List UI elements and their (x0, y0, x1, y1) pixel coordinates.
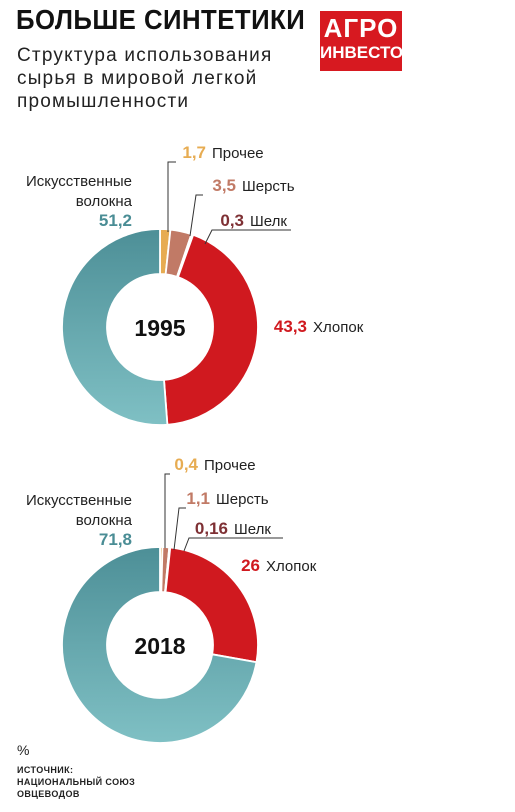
value-label-2018-4: 71,8 (99, 530, 132, 549)
value-label-2018-1: 1,1 (186, 489, 210, 508)
value-label-1995-2: 0,3 (220, 211, 244, 230)
value-label-1995-3: 43,3 (274, 317, 307, 336)
value-label-2018-0: 0,4 (174, 455, 198, 474)
donut-slice-1995-4 (61, 228, 169, 426)
leader-line-2018-2 (183, 537, 283, 552)
leader-line-1995-2 (204, 229, 291, 245)
category-label-2018-4-1: волокна (76, 512, 133, 529)
chart-title: БОЛЬШЕ СИНТЕТИКИ (16, 4, 306, 35)
leader-line-2018-0 (164, 473, 170, 548)
value-label-1995-0: 1,7 (182, 143, 206, 162)
leader-line-2018-1 (173, 507, 186, 551)
center-year-2018: 2018 (134, 633, 185, 659)
leader-line-1995-1 (189, 194, 203, 237)
category-label-1995-2: Шелк (250, 213, 287, 230)
center-year-1995: 1995 (134, 315, 185, 341)
source-note: ИСТОЧНИК: НАЦИОНАЛЬНЫЙ СОЮЗ ОВЦЕВОДОВ (17, 765, 136, 799)
chart-subtitle: Структура использования сырья в мировой … (17, 45, 273, 112)
category-label-2018-2: Шелк (234, 521, 271, 538)
category-label-2018-4-0: Искусственные (26, 492, 132, 509)
unit-label: % (17, 742, 30, 758)
category-label-1995-0: Прочее (212, 145, 264, 162)
category-label-1995-4-0: Искусственные (26, 173, 132, 190)
donut-slice-2018-3 (164, 546, 259, 664)
value-label-1995-4: 51,2 (99, 211, 132, 230)
logo-text-agro: АГРО (323, 13, 399, 43)
category-label-1995-1: Шерсть (242, 178, 295, 195)
value-label-1995-1: 3,5 (212, 176, 236, 195)
category-label-2018-0: Прочее (204, 457, 256, 474)
category-label-1995-3: Хлопок (313, 319, 364, 336)
donut-slice-1995-3 (163, 233, 259, 426)
value-label-2018-2: 0,16 (195, 519, 228, 538)
leader-line-1995-0 (167, 161, 176, 232)
category-label-1995-4-1: волокна (76, 193, 133, 210)
donut-slice-2018-4 (61, 546, 258, 744)
logo-text-investor: ИНВЕСТОР (320, 43, 415, 62)
category-label-2018-1: Шерсть (216, 491, 269, 508)
category-label-2018-3: Хлопок (266, 558, 317, 575)
agroinvestor-logo: АГРО ИНВЕСТОР (320, 11, 415, 71)
value-label-2018-3: 26 (241, 556, 260, 575)
